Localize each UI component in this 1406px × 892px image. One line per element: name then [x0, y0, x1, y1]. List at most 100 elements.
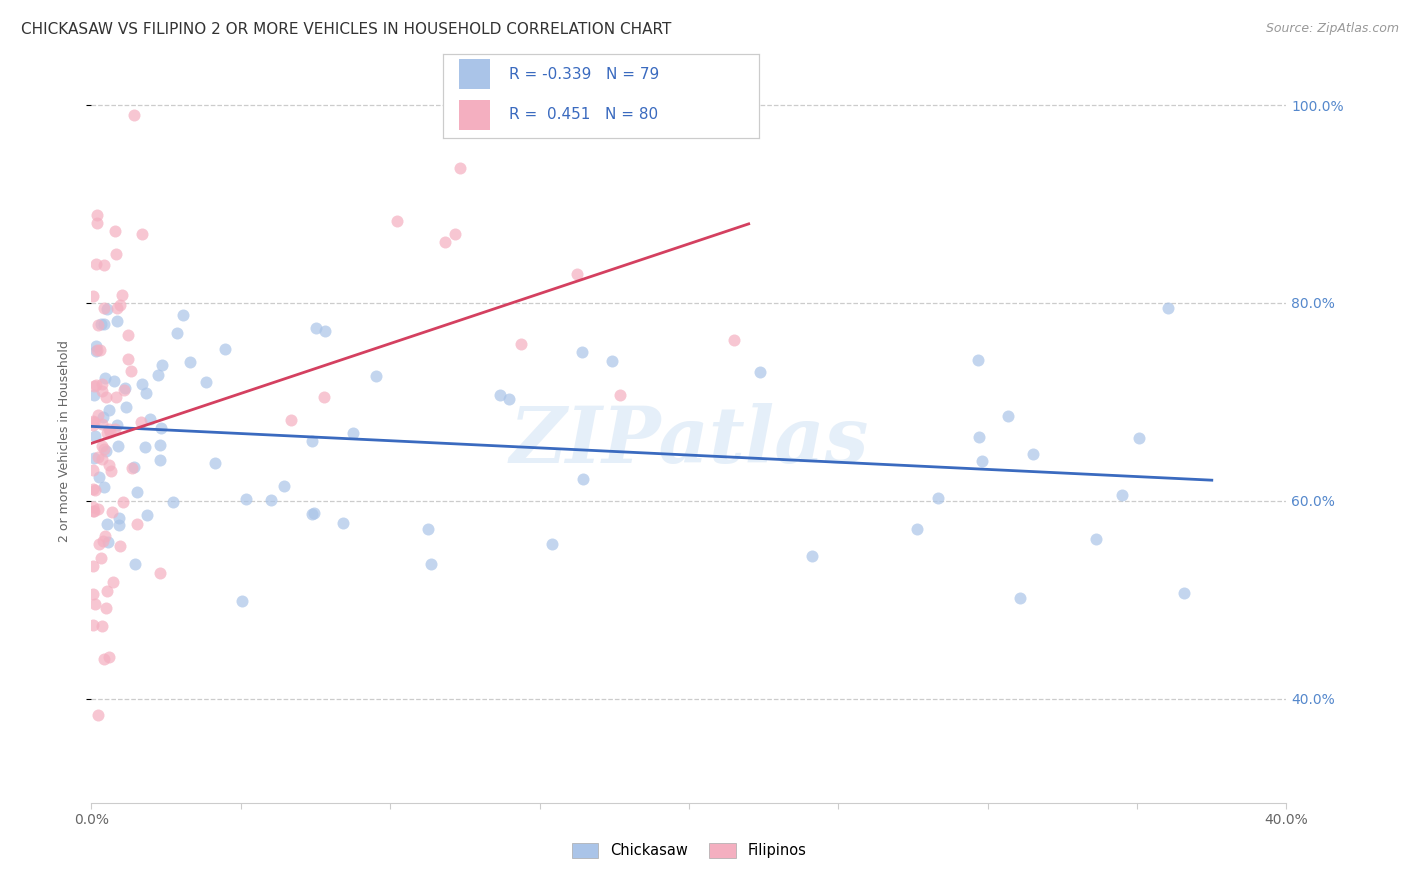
Point — [117, 351, 139, 366]
Point — [83, 483, 105, 497]
Point — [98, 425, 121, 440]
Y-axis label: 2 or more Vehicles in Household: 2 or more Vehicles in Household — [58, 341, 70, 542]
Point — [110, 288, 132, 302]
Point — [108, 540, 131, 554]
Point — [571, 344, 593, 359]
Point — [489, 388, 512, 402]
Point — [1085, 532, 1108, 546]
Point — [134, 440, 156, 454]
Point — [93, 301, 115, 315]
Point — [540, 537, 562, 551]
Point — [105, 301, 128, 315]
Point — [748, 365, 770, 379]
Point — [93, 652, 115, 666]
Point — [82, 418, 104, 433]
Point — [905, 522, 928, 536]
Point — [86, 318, 108, 332]
Point — [231, 594, 253, 608]
Point — [364, 368, 387, 383]
Point — [149, 453, 172, 467]
Point — [124, 557, 146, 571]
Point — [122, 459, 145, 474]
Point — [90, 377, 112, 392]
Point — [1022, 446, 1045, 460]
Point — [967, 352, 990, 367]
Point — [997, 409, 1019, 424]
Point — [82, 414, 104, 428]
Point — [87, 470, 110, 484]
Point — [84, 344, 107, 359]
Point — [86, 208, 108, 222]
Point — [125, 485, 148, 500]
Text: R = -0.339   N = 79: R = -0.339 N = 79 — [509, 67, 659, 82]
Point — [82, 587, 104, 601]
Point — [139, 412, 162, 426]
Point — [149, 438, 172, 452]
Point — [84, 597, 107, 611]
Point — [93, 529, 115, 543]
Point — [94, 390, 117, 404]
Point — [96, 301, 118, 316]
Point — [87, 537, 110, 551]
Point — [86, 216, 108, 230]
Point — [572, 472, 595, 486]
Point — [127, 516, 149, 531]
Point — [312, 390, 335, 404]
Point — [609, 388, 631, 402]
Point — [103, 574, 125, 589]
Point — [121, 460, 143, 475]
Point — [96, 517, 118, 532]
Point — [87, 708, 110, 723]
Point — [301, 507, 323, 521]
Point — [93, 317, 115, 331]
Point — [104, 421, 127, 435]
Point — [97, 535, 120, 549]
Point — [1111, 487, 1133, 501]
Point — [385, 214, 408, 228]
Text: R =  0.451   N = 80: R = 0.451 N = 80 — [509, 107, 658, 122]
Point — [83, 379, 105, 393]
Point — [86, 343, 108, 358]
Point — [90, 550, 112, 565]
Point — [280, 413, 302, 427]
Point — [84, 429, 107, 443]
Point — [1128, 431, 1150, 445]
Point — [93, 442, 115, 456]
Point — [90, 384, 112, 398]
Point — [260, 492, 283, 507]
Point — [135, 385, 157, 400]
Point — [91, 619, 114, 633]
Text: CHICKASAW VS FILIPINO 2 OR MORE VEHICLES IN HOUSEHOLD CORRELATION CHART: CHICKASAW VS FILIPINO 2 OR MORE VEHICLES… — [21, 22, 672, 37]
Point — [131, 376, 153, 391]
Point — [443, 227, 465, 241]
Point — [1010, 591, 1032, 605]
Point — [105, 390, 128, 404]
Point — [89, 343, 111, 358]
Point — [86, 339, 108, 353]
Point — [98, 649, 121, 664]
Point — [565, 268, 588, 282]
Point — [103, 374, 125, 388]
Point — [83, 504, 105, 518]
Point — [129, 415, 152, 429]
Point — [100, 506, 122, 520]
Point — [1157, 301, 1180, 315]
Point — [927, 491, 949, 505]
Point — [302, 506, 325, 520]
Point — [82, 617, 104, 632]
Point — [148, 368, 170, 383]
Point — [120, 364, 142, 378]
Point — [214, 342, 236, 356]
Point — [93, 258, 115, 272]
Point — [204, 456, 226, 470]
Text: ZIPatlas: ZIPatlas — [509, 403, 869, 480]
Point — [1173, 585, 1195, 599]
Point — [498, 392, 520, 406]
Point — [94, 601, 117, 615]
Point — [82, 500, 104, 514]
Point — [150, 421, 173, 435]
Point — [131, 227, 153, 242]
Point — [100, 464, 122, 478]
Point — [93, 480, 115, 494]
Point — [105, 418, 128, 433]
